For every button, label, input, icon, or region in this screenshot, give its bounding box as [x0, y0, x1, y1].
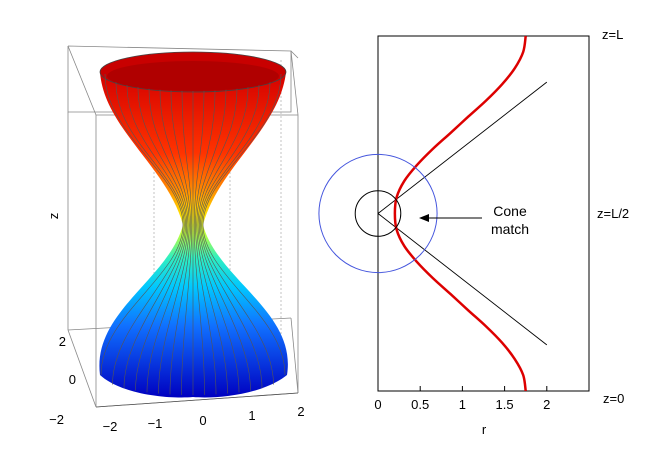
r-tick-label: 1: [459, 397, 466, 412]
x-tick-label: −2: [103, 419, 118, 434]
surface-meridians: [100, 73, 286, 395]
surface-meridian-line: [197, 88, 240, 393]
cone-line: [378, 81, 548, 214]
r-axis-ticks: 0 0.5 1 1.5 2: [374, 386, 550, 412]
right-y-label-top: z=L: [602, 27, 623, 42]
surface-meridian-line: [158, 89, 190, 394]
surface-meridian-line: [100, 73, 184, 376]
surface-meridian-line: [198, 87, 251, 391]
profile-curve: [393, 36, 527, 391]
r-tick-label: 2: [543, 397, 550, 412]
z-axis-label: z: [46, 213, 61, 220]
x-tick-label: 0: [199, 413, 206, 428]
y-tick-label: 0: [69, 372, 76, 387]
surface-meridian-line: [169, 90, 191, 395]
plot-frame: [377, 35, 590, 392]
surface-meridian-line: [146, 88, 189, 393]
surface-meridian-line: [200, 85, 263, 389]
surface-meridian-line: [202, 73, 286, 376]
surface-meridian-line: [201, 82, 274, 385]
cone-match-annotation: Cone match: [419, 203, 529, 237]
surface-meridian-line: [193, 90, 205, 395]
surface-meridian-line: [135, 87, 188, 391]
surface-meridian-line: [196, 89, 228, 394]
surface-plot: [67, 45, 299, 408]
match-circle: [354, 190, 402, 237]
r-tick-label: 0: [374, 397, 381, 412]
match-circle: [318, 153, 438, 274]
surface-meridian-line: [181, 90, 193, 395]
y-axis-ticks: −2 0 2: [49, 334, 76, 427]
x-tick-label: −1: [148, 416, 163, 431]
surface-meridian-line: [195, 90, 217, 395]
cone-line: [378, 213, 548, 346]
annotation-line-1: Cone: [493, 203, 527, 219]
hyperboloid-surface: [99, 72, 288, 398]
surface-meridian-line: [123, 85, 186, 389]
right-y-label-bottom: z=0: [603, 391, 624, 406]
right-y-label-mid: z=L/2: [597, 206, 629, 221]
y-tick-label: 2: [59, 334, 66, 349]
y-tick-label: −2: [49, 412, 64, 427]
x-tick-label: 2: [297, 404, 304, 419]
x-tick-label: 1: [248, 408, 255, 423]
x-axis-ticks: −2 −1 0 1 2: [103, 404, 305, 434]
annotation-line-2: match: [491, 221, 529, 237]
profile-plot: [318, 35, 590, 392]
r-tick-label: 1.5: [496, 397, 514, 412]
r-tick-label: 0.5: [411, 397, 429, 412]
surface-meridian-line: [112, 82, 185, 385]
r-axis-label: r: [482, 422, 487, 437]
